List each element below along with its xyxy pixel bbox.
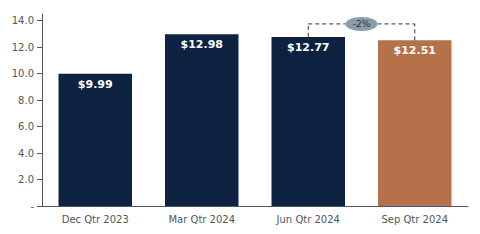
svg-text:$9.99: $9.99 — [78, 78, 113, 91]
svg-text:$12.98: $12.98 — [181, 38, 223, 51]
svg-text:6.0: 6.0 — [18, 121, 34, 132]
svg-text:Dec Qtr 2023: Dec Qtr 2023 — [62, 214, 129, 225]
svg-text:Jun Qtr 2024: Jun Qtr 2024 — [276, 214, 340, 225]
svg-text:-2%: -2% — [353, 19, 371, 29]
svg-text:8.0: 8.0 — [18, 95, 34, 106]
svg-text:12.0: 12.0 — [12, 42, 34, 53]
svg-text:$12.77: $12.77 — [287, 41, 329, 54]
svg-text:-: - — [30, 201, 34, 212]
svg-text:14.0: 14.0 — [12, 15, 34, 26]
svg-text:2.0: 2.0 — [18, 174, 34, 185]
svg-text:10.0: 10.0 — [12, 68, 34, 79]
svg-text:Mar Qtr 2024: Mar Qtr 2024 — [168, 214, 235, 225]
svg-text:Sep Qtr 2024: Sep Qtr 2024 — [381, 214, 448, 225]
svg-text:4.0: 4.0 — [18, 148, 34, 159]
svg-text:$12.51: $12.51 — [394, 44, 436, 57]
